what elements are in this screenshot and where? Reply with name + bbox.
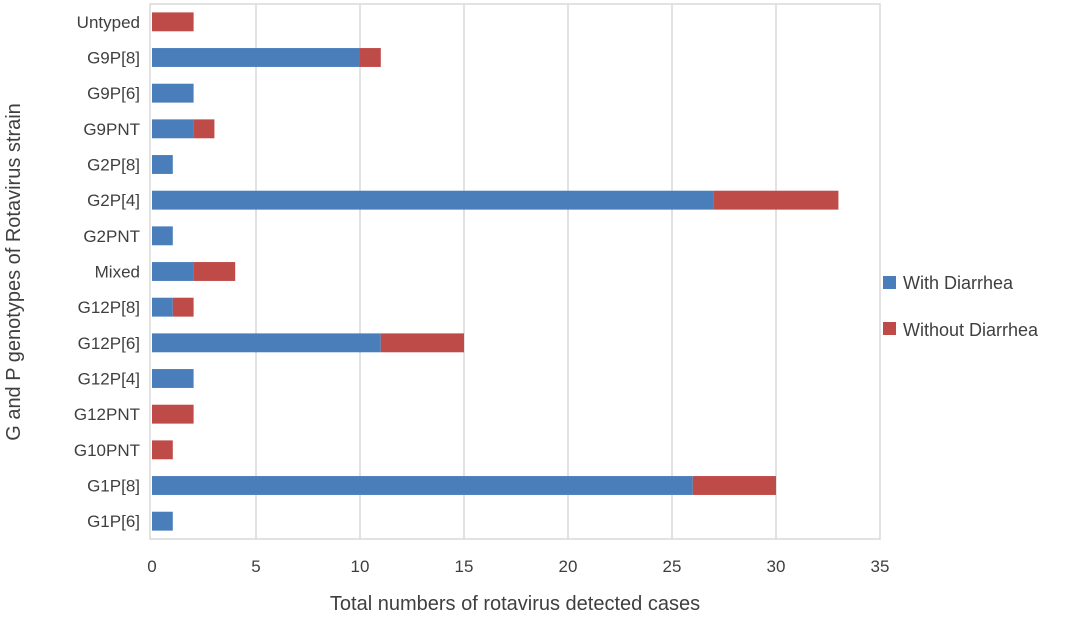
bar-mixed-without-diarrhea <box>193 262 236 281</box>
bar-g2p-4-without-diarrhea <box>713 190 839 210</box>
bar-g9pnt-with-diarrhea <box>152 119 194 139</box>
bar-g1p-6-with-diarrhea <box>152 511 173 531</box>
legend-label-without-diarrhea: Without Diarrhea <box>903 320 1039 340</box>
plot-area-border <box>149 3 881 540</box>
y-tick-label-g2p-8: G2P[8] <box>87 156 140 175</box>
bar-g9p-8-without-diarrhea <box>360 48 381 67</box>
legend: With Diarrhea Without Diarrhea <box>883 273 1039 340</box>
bar-g2p-4-with-diarrhea <box>152 190 714 210</box>
y-tick-label-g12p-4: G12P[4] <box>78 370 140 389</box>
y-tick-label-g9pnt: G9PNT <box>83 120 140 139</box>
bar-g1p-8-without-diarrhea <box>692 476 776 495</box>
legend-swatch-without-diarrhea <box>883 322 896 335</box>
gridlines <box>255 4 777 539</box>
y-tick-label-g2pnt: G2PNT <box>83 227 140 246</box>
y-tick-label-g10pnt: G10PNT <box>74 441 140 460</box>
y-tick-label-g9p-6: G9P[6] <box>87 84 140 103</box>
y-tick-label-g12p-8: G12P[8] <box>78 298 140 317</box>
bar-g2pnt-with-diarrhea <box>152 226 173 246</box>
bars <box>152 12 839 531</box>
y-tick-label-mixed: Mixed <box>95 263 140 282</box>
x-tick-label-5: 5 <box>251 557 260 576</box>
y-tick-label-g9p-8: G9P[8] <box>87 49 140 68</box>
y-tick-label-g1p-6: G1P[6] <box>87 512 140 531</box>
bar-g12pnt-without-diarrhea <box>152 404 194 424</box>
bar-g12p-6-without-diarrhea <box>380 333 464 353</box>
x-tick-label-0: 0 <box>147 557 156 576</box>
bar-g2p-8-with-diarrhea <box>152 155 173 174</box>
bar-g1p-8-with-diarrhea <box>152 476 693 495</box>
x-tick-label-25: 25 <box>663 557 682 576</box>
y-axis-title: G and P genotypes of Rotavirus strain <box>3 103 25 441</box>
y-tick-label-g12pnt: G12PNT <box>74 405 140 424</box>
x-tick-label-15: 15 <box>455 557 474 576</box>
bar-g9p-6-with-diarrhea <box>152 83 194 103</box>
y-tick-label-g12p-6: G12P[6] <box>78 334 140 353</box>
x-axis-title: Total numbers of rotavirus detected case… <box>330 593 700 615</box>
bar-untyped-without-diarrhea <box>152 12 194 32</box>
y-tick-label-untyped: Untyped <box>77 13 140 32</box>
bar-g12p-8-without-diarrhea <box>172 297 194 317</box>
legend-label-with-diarrhea: With Diarrhea <box>903 273 1014 293</box>
bar-g12p-4-with-diarrhea <box>152 369 194 388</box>
x-tick-label-10: 10 <box>351 557 370 576</box>
y-tick-labels: Untyped G9P[8] G9P[6] G9PNT G2P[8] G2P[4] G2PN… <box>74 13 140 531</box>
x-tick-labels: 0 5 10 15 20 25 30 35 <box>147 557 889 576</box>
bar-g10pnt-without-diarrhea <box>152 440 173 460</box>
x-tick-label-20: 20 <box>559 557 578 576</box>
legend-swatch-with-diarrhea <box>883 276 896 289</box>
bar-mixed-with-diarrhea <box>152 262 194 281</box>
bar-g12p-8-with-diarrhea <box>152 297 173 317</box>
x-tick-label-35: 35 <box>871 557 890 576</box>
bar-g9p-8-with-diarrhea <box>152 48 360 67</box>
bar-g12p-6-with-diarrhea <box>152 333 381 353</box>
x-tick-label-30: 30 <box>767 557 786 576</box>
bar-g9pnt-without-diarrhea <box>193 119 215 139</box>
y-tick-label-g2p-4: G2P[4] <box>87 191 140 210</box>
y-tick-label-g1p-8: G1P[8] <box>87 477 140 496</box>
